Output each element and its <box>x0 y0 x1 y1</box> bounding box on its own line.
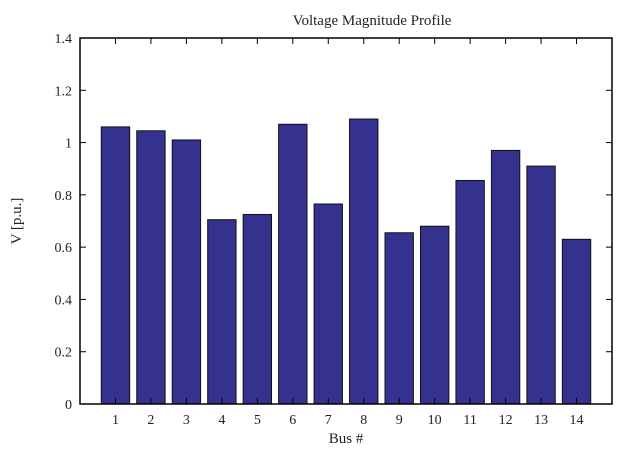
x-tick-label: 4 <box>218 413 225 428</box>
bar-bus-3 <box>171 139 202 405</box>
bar-bus-13 <box>526 165 556 405</box>
x-tick-label: 11 <box>463 413 476 428</box>
bar-bus-1 <box>100 126 131 405</box>
bar-bus-9 <box>384 232 414 405</box>
bars-group <box>100 118 592 405</box>
bar-bus-10 <box>419 225 450 405</box>
y-tick-label: 0.6 <box>55 241 73 256</box>
x-tick-label: 1 <box>112 413 119 428</box>
bar-bus-8 <box>349 118 379 405</box>
bar-bus-6 <box>278 123 308 405</box>
x-axis-label: Bus # <box>329 431 364 447</box>
x-tick-label: 10 <box>428 413 442 428</box>
bar-bus-11 <box>455 179 485 405</box>
y-tick-label: 1.4 <box>55 32 73 47</box>
axis-ticks-group <box>80 37 612 405</box>
bar-bus-2 <box>136 130 166 405</box>
x-tick-label: 7 <box>325 413 332 428</box>
x-tick-label: 3 <box>183 413 190 428</box>
bar-bus-12 <box>490 149 521 405</box>
bar-bus-4 <box>207 219 237 405</box>
x-tick-label: 6 <box>289 413 296 428</box>
chart-title: Voltage Magnitude Profile <box>293 13 452 29</box>
x-tick-label: 2 <box>147 413 154 428</box>
x-tick-label: 13 <box>534 413 548 428</box>
plot-frame <box>79 37 613 405</box>
x-tick-label: 9 <box>396 413 403 428</box>
y-tick-label: 0.8 <box>55 189 73 204</box>
y-tick-label: 1.2 <box>55 84 73 99</box>
y-tick-label: 0 <box>65 398 72 413</box>
y-axis-label: V [p.u.] <box>9 198 25 245</box>
y-tick-label: 1 <box>65 137 72 152</box>
bar-bus-5 <box>242 213 273 405</box>
x-tick-label: 5 <box>254 413 261 428</box>
bar-bus-7 <box>313 203 343 405</box>
x-tick-label: 12 <box>499 413 513 428</box>
y-tick-label: 0.4 <box>55 293 73 308</box>
x-tick-label: 14 <box>570 413 584 428</box>
x-tick-label: 8 <box>360 413 367 428</box>
y-tick-label: 0.2 <box>55 346 73 361</box>
bar-bus-14 <box>561 238 592 405</box>
